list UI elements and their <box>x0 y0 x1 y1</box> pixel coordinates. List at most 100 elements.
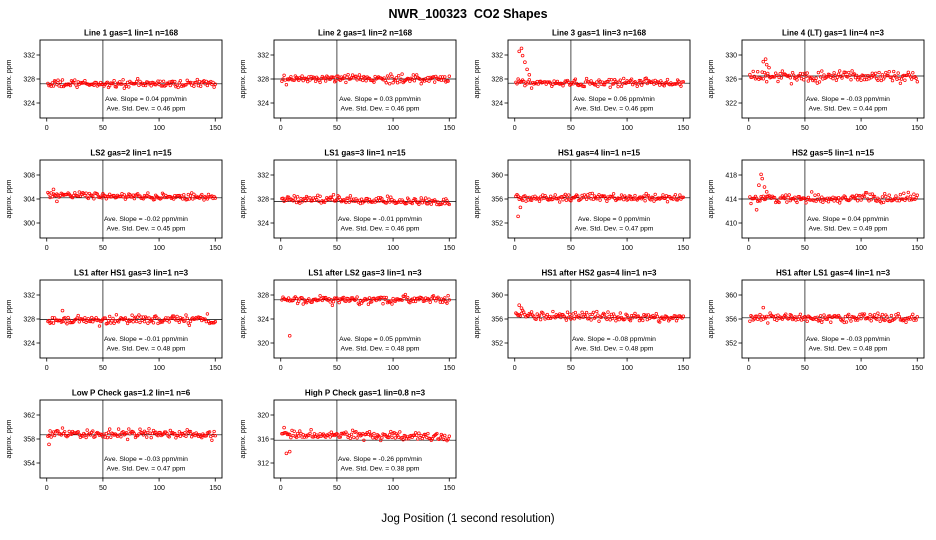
y-tick-label: 324 <box>257 316 269 323</box>
x-tick-label: 0 <box>279 365 283 372</box>
y-tick-label: 352 <box>491 220 503 227</box>
plot-box <box>741 279 925 359</box>
y-tick-label: 352 <box>491 340 503 347</box>
data-points <box>280 292 451 338</box>
subplot-3: Line 3 gas=1 lin=3 n=168 0 50 100 150 324 328 3… <box>468 26 702 146</box>
x-tick-label: 50 <box>801 125 809 132</box>
plot-box <box>741 159 925 239</box>
subplot-canvas: Line 2 gas=1 lin=2 n=168 0 50 100 150 324 328 3… <box>240 29 457 132</box>
outlier-point <box>759 172 763 177</box>
plot-box <box>273 279 457 359</box>
x-tick-label: 50 <box>567 245 575 252</box>
y-tick-label: 332 <box>257 52 269 59</box>
y-tick-label: 328 <box>257 292 269 299</box>
subplot-10: LS1 after LS2 gas=3 lin=1 n=3 0 50 100 150 32… <box>234 266 468 386</box>
slope-annotation: Ave. Slope = -0.01 ppm/min <box>104 336 188 343</box>
data-points <box>280 193 451 207</box>
y-axis-title: approx. ppm <box>6 299 13 338</box>
slope-annotation: Ave. Slope = -0.08 ppm/min <box>572 336 656 343</box>
stddev-annotation: Ave. Std. Dev. = 0.48 ppm <box>575 346 654 353</box>
outlier-point <box>517 303 521 307</box>
y-tick-label: 328 <box>257 196 269 203</box>
x-tick-label: 0 <box>747 365 751 372</box>
y-axis-title: approx. ppm <box>6 419 13 458</box>
slope-annotation: Ave. Slope = -0.26 ppm/min <box>338 456 422 463</box>
stddev-annotation: Ave. Std. Dev. = 0.45 ppm <box>107 226 186 233</box>
subplot-title: Line 2 gas=1 lin=2 n=168 <box>318 29 413 38</box>
plot-box <box>39 39 223 119</box>
x-tick-label: 100 <box>855 365 867 372</box>
y-tick-label: 308 <box>23 172 35 179</box>
subplot-canvas: Line 1 gas=1 lin=1 n=168 0 50 100 150 324 328 3… <box>6 29 223 132</box>
y-tick-label: 356 <box>491 316 503 323</box>
x-tick-label: 150 <box>911 245 923 252</box>
slope-annotation: Ave. Slope = 0.06 ppm/min <box>573 96 655 103</box>
plot-box <box>273 39 457 119</box>
outlier-point <box>55 199 59 204</box>
outlier-point <box>763 57 768 61</box>
data-points <box>748 172 919 212</box>
outlier-point <box>523 60 527 64</box>
subplot-title: Low P Check gas=1.2 lin=1 n=6 <box>72 389 191 398</box>
y-tick-label: 324 <box>257 100 269 107</box>
subplot-title: LS1 after LS2 gas=3 lin=1 n=3 <box>308 269 422 278</box>
subplot-4: Line 4 (LT) gas=1 lin=4 n=3 0 50 100 150 322 3… <box>702 26 936 146</box>
y-axis-title: approx. ppm <box>6 59 13 98</box>
x-tick-label: 100 <box>621 125 633 132</box>
subplot-2: Line 2 gas=1 lin=2 n=168 0 50 100 150 324 328 3… <box>234 26 468 146</box>
stddev-annotation: Ave. Std. Dev. = 0.46 ppm <box>107 106 186 113</box>
y-axis-title: approx. ppm <box>240 299 247 338</box>
outlier-point <box>284 451 289 456</box>
stddev-annotation: Ave. Std. Dev. = 0.44 ppm <box>809 106 888 113</box>
y-tick-label: 360 <box>491 172 503 179</box>
subplot-1: Line 1 gas=1 lin=1 n=168 0 50 100 150 324 328 3… <box>0 26 234 146</box>
x-tick-label: 50 <box>567 125 575 132</box>
slope-annotation: Ave. Slope = -0.01 ppm/min <box>338 216 422 223</box>
y-tick-label: 414 <box>725 196 737 203</box>
outlier-point <box>519 306 524 310</box>
outlier-point <box>767 65 771 70</box>
x-tick-label: 0 <box>279 485 283 492</box>
x-tick-label: 150 <box>209 485 221 492</box>
outlier-point <box>761 59 766 64</box>
x-tick-label: 50 <box>99 245 107 252</box>
subplot-8: HS2 gas=5 lin=1 n=15 0 50 100 150 410 414 418 ap… <box>702 146 936 266</box>
x-tick-label: 50 <box>333 485 341 492</box>
x-tick-label: 100 <box>387 485 399 492</box>
stddev-annotation: Ave. Std. Dev. = 0.48 ppm <box>809 346 888 353</box>
x-tick-label: 100 <box>153 485 165 492</box>
x-tick-label: 0 <box>513 245 517 252</box>
x-tick-label: 50 <box>99 365 107 372</box>
x-tick-label: 150 <box>677 245 689 252</box>
y-tick-label: 352 <box>725 340 737 347</box>
y-tick-label: 332 <box>491 52 503 59</box>
slope-annotation: Ave. Slope = -0.02 ppm/min <box>104 216 188 223</box>
x-tick-label: 0 <box>747 125 751 132</box>
plot-box <box>507 39 691 119</box>
y-tick-label: 356 <box>491 196 503 203</box>
outlier-point <box>764 62 769 67</box>
y-tick-label: 328 <box>257 76 269 83</box>
outlier-point <box>761 305 766 310</box>
y-tick-label: 332 <box>23 52 35 59</box>
y-tick-label: 354 <box>23 460 35 467</box>
x-tick-label: 50 <box>99 485 107 492</box>
x-tick-label: 50 <box>333 365 341 372</box>
subplot-canvas: Low P Check gas=1.2 lin=1 n=6 0 50 100 150 35… <box>6 389 223 492</box>
plot-box <box>273 399 457 479</box>
outlier-point <box>516 214 520 219</box>
y-tick-label: 322 <box>725 100 737 107</box>
page-title: NWR_100323 CO2 Shapes <box>388 7 548 21</box>
y-tick-label: 356 <box>725 316 737 323</box>
subplot-5: LS2 gas=2 lin=1 n=15 0 50 100 150 300 304 308 ap… <box>0 146 234 266</box>
x-tick-label: 150 <box>209 125 221 132</box>
y-tick-label: 326 <box>725 76 737 83</box>
outlier-point <box>287 334 292 338</box>
x-tick-label: 100 <box>153 365 165 372</box>
plot-box <box>39 159 223 239</box>
subplot-canvas: Line 4 (LT) gas=1 lin=4 n=3 0 50 100 150 322 3… <box>708 29 925 132</box>
x-tick-label: 0 <box>45 245 49 252</box>
y-tick-label: 324 <box>23 340 35 347</box>
outlier-point <box>47 442 51 447</box>
